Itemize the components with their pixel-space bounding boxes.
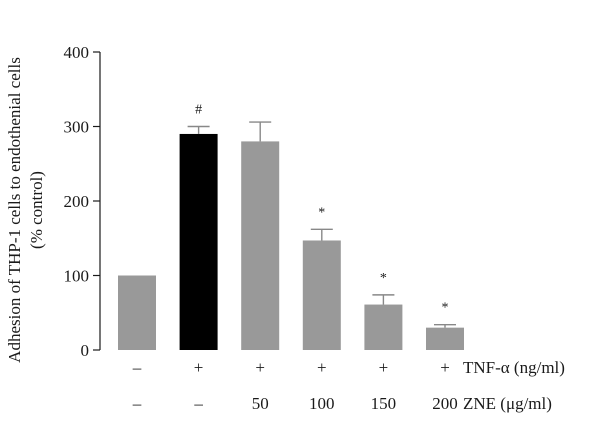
condition-cell: 50: [252, 394, 269, 413]
condition-cell: +: [317, 358, 327, 377]
condition-cell: +: [255, 358, 265, 377]
y-axis-title: Adhesion of THP-1 cells to endothenial c…: [5, 57, 46, 363]
bar: [118, 275, 156, 350]
condition-cell: 150: [371, 394, 397, 413]
condition-cell: +: [379, 358, 389, 377]
bars-group: [118, 133, 464, 350]
y-tick-label: 200: [64, 192, 90, 211]
significance-marker: #: [195, 103, 202, 118]
condition-cell: +: [194, 358, 204, 377]
bar: [179, 133, 218, 350]
condition-row-label: ZNE (μg/ml): [463, 394, 552, 413]
y-axis-title-line-1: Adhesion of THP-1 cells to endothenial c…: [5, 57, 24, 363]
y-axis-title-line-2: (% control): [27, 171, 46, 249]
significance-markers-group: # * * *: [195, 103, 448, 316]
condition-cell: 100: [309, 394, 335, 413]
bar: [302, 240, 341, 350]
significance-marker: *: [442, 301, 449, 316]
bar: [241, 141, 280, 350]
y-axis: 0 100 200 300 400: [64, 43, 101, 360]
significance-marker: *: [318, 205, 325, 220]
condition-cell: 200: [432, 394, 458, 413]
error-bars-group: [187, 121, 456, 328]
significance-marker: *: [380, 271, 387, 286]
bar: [364, 304, 403, 350]
condition-table: – + + + + + TNF-α (ng/ml) – – 50 100 150 200 ZNE (μg/…: [132, 358, 565, 413]
condition-cell: –: [132, 358, 142, 377]
condition-cell: +: [440, 358, 450, 377]
y-tick-label: 0: [81, 341, 90, 360]
condition-cell: –: [132, 394, 142, 413]
condition-cell: –: [193, 394, 203, 413]
condition-row-label: TNF-α (ng/ml): [463, 358, 565, 377]
y-tick-label: 300: [64, 118, 90, 137]
bar: [426, 327, 464, 350]
y-tick-label: 100: [64, 267, 90, 286]
y-tick-label: 400: [64, 43, 90, 62]
